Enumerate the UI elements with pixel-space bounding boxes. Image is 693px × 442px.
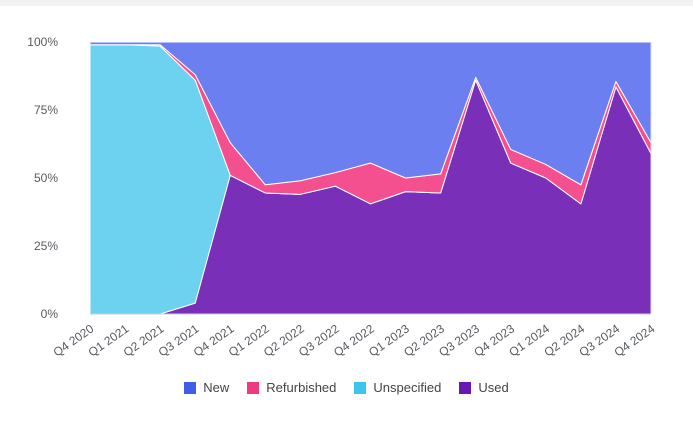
y-tick-label: 100% <box>27 35 58 49</box>
y-tick-label: 75% <box>34 103 58 117</box>
legend-item-refurbished[interactable]: Refurbished <box>247 380 336 395</box>
series-areas <box>89 41 652 315</box>
legend-label: Used <box>478 380 509 395</box>
legend-swatch <box>354 381 367 394</box>
legend-item-unspecified[interactable]: Unspecified <box>354 380 441 395</box>
legend-label: Refurbished <box>266 380 337 395</box>
legend-label: New <box>203 380 230 395</box>
x-tick-label: Q4 2024 <box>612 321 658 359</box>
legend-label: Unspecified <box>373 380 442 395</box>
legend-item-new[interactable]: New <box>184 380 229 395</box>
y-tick-label: 50% <box>34 171 58 185</box>
legend-swatch <box>247 381 260 394</box>
y-tick-labels: 0% 25% 50% 75% 100% <box>27 35 58 321</box>
axes <box>90 42 652 315</box>
legend-item-used[interactable]: Used <box>459 380 509 395</box>
legend-swatch <box>459 381 472 394</box>
y-tick-label: 25% <box>34 239 58 253</box>
legend: New Refurbished Unspecified Used <box>0 380 693 395</box>
y-tick-label: 0% <box>41 307 59 321</box>
top-band <box>0 0 693 6</box>
legend-swatch <box>184 381 197 394</box>
